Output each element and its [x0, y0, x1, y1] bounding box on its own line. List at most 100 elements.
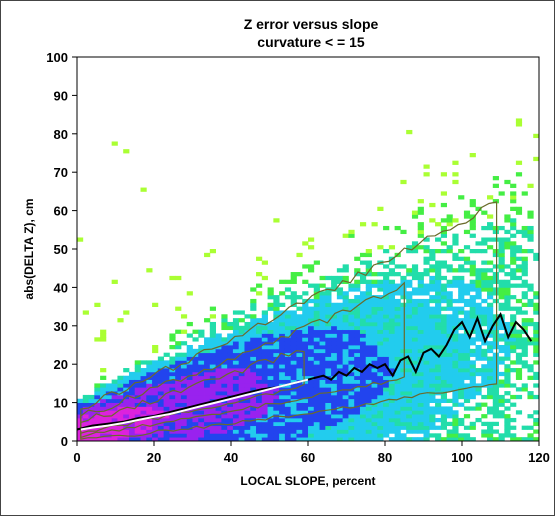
density-cell [400, 333, 407, 338]
density-cell [204, 417, 211, 423]
density-cell [504, 325, 511, 331]
density-cell [359, 352, 367, 357]
density-cell [533, 329, 540, 334]
density-cell [267, 375, 274, 380]
density-cell [319, 402, 326, 407]
density-cell [487, 306, 494, 311]
density-cell [336, 417, 344, 423]
density-cell [302, 345, 309, 350]
density-cell [400, 310, 407, 315]
density-cell [458, 360, 465, 365]
density-cell [400, 391, 407, 396]
density-cell [296, 375, 303, 380]
density-cell [319, 406, 326, 411]
density-cell [134, 371, 141, 377]
density-cell [152, 410, 159, 415]
density-cell [452, 421, 459, 427]
density-cell [423, 306, 430, 311]
density-cell [417, 375, 424, 380]
density-cell [469, 379, 476, 384]
density-cell [423, 249, 430, 254]
density-cell [319, 429, 326, 434]
density-cell [440, 341, 447, 346]
density-cell [146, 383, 153, 388]
density-cell [515, 352, 523, 357]
density-cell [383, 398, 390, 403]
density-cell [146, 421, 153, 427]
density-cell [527, 249, 534, 254]
density-cell [498, 291, 505, 296]
density-cell [521, 260, 528, 265]
density-cell [279, 417, 286, 423]
density-cell [123, 437, 130, 442]
density-cell [284, 295, 292, 300]
density-cell [186, 391, 193, 396]
density-cell [105, 425, 113, 430]
density-cell [284, 425, 292, 430]
density-cell [481, 368, 488, 373]
density-cell [527, 318, 534, 323]
density-cell [429, 321, 436, 327]
density-cell [290, 345, 297, 350]
density-cell [417, 283, 424, 288]
density-cell [365, 425, 372, 430]
density-cell [163, 437, 170, 442]
density-cell [354, 360, 361, 365]
density-cell [290, 394, 297, 400]
density-cell [232, 364, 240, 369]
density-cell [221, 356, 228, 361]
density-cell [458, 421, 465, 427]
density-cell [521, 249, 528, 254]
density-cell [481, 210, 488, 215]
density-cell [533, 417, 540, 423]
density-cell [452, 298, 459, 304]
density-cell [504, 298, 511, 304]
density-cell [342, 425, 349, 430]
density-cell [487, 383, 494, 388]
density-cell [498, 268, 505, 273]
density-cell [469, 310, 476, 315]
density-cell [296, 364, 303, 369]
density-cell [227, 433, 234, 438]
density-cell [504, 368, 511, 373]
density-cell [423, 272, 430, 277]
density-cell [406, 329, 413, 334]
density-cell [308, 329, 315, 334]
density-cell [308, 410, 315, 415]
density-cell [152, 348, 159, 354]
density-cell [290, 421, 297, 427]
density-cell [123, 398, 130, 403]
density-cell [400, 406, 407, 411]
density-cell [377, 321, 384, 327]
density-cell [250, 298, 257, 304]
density-cell [429, 360, 436, 365]
density-cell [359, 329, 367, 334]
density-cell [452, 275, 459, 281]
density-cell [417, 287, 424, 292]
density-cell [284, 348, 292, 354]
density-cell [284, 437, 292, 442]
density-cell [452, 368, 459, 373]
density-cell [504, 329, 511, 334]
density-cell [256, 325, 263, 331]
density-cell [128, 398, 136, 403]
density-cell [446, 379, 453, 384]
density-cell [423, 360, 430, 365]
density-cell [244, 345, 251, 350]
density-cell [204, 345, 211, 350]
density-cell [411, 302, 419, 307]
density-cell [440, 306, 447, 311]
density-cell [186, 425, 193, 430]
density-cell [123, 414, 130, 419]
density-cell [400, 417, 407, 423]
density-cell [388, 314, 396, 319]
density-cell [423, 429, 430, 434]
density-cell [284, 406, 292, 411]
density-cell [284, 371, 292, 377]
density-cell [510, 233, 517, 238]
density-cell [175, 433, 182, 438]
density-cell [267, 306, 274, 311]
density-cell [377, 429, 384, 434]
density-cell [411, 360, 419, 365]
density-cell [302, 371, 309, 377]
